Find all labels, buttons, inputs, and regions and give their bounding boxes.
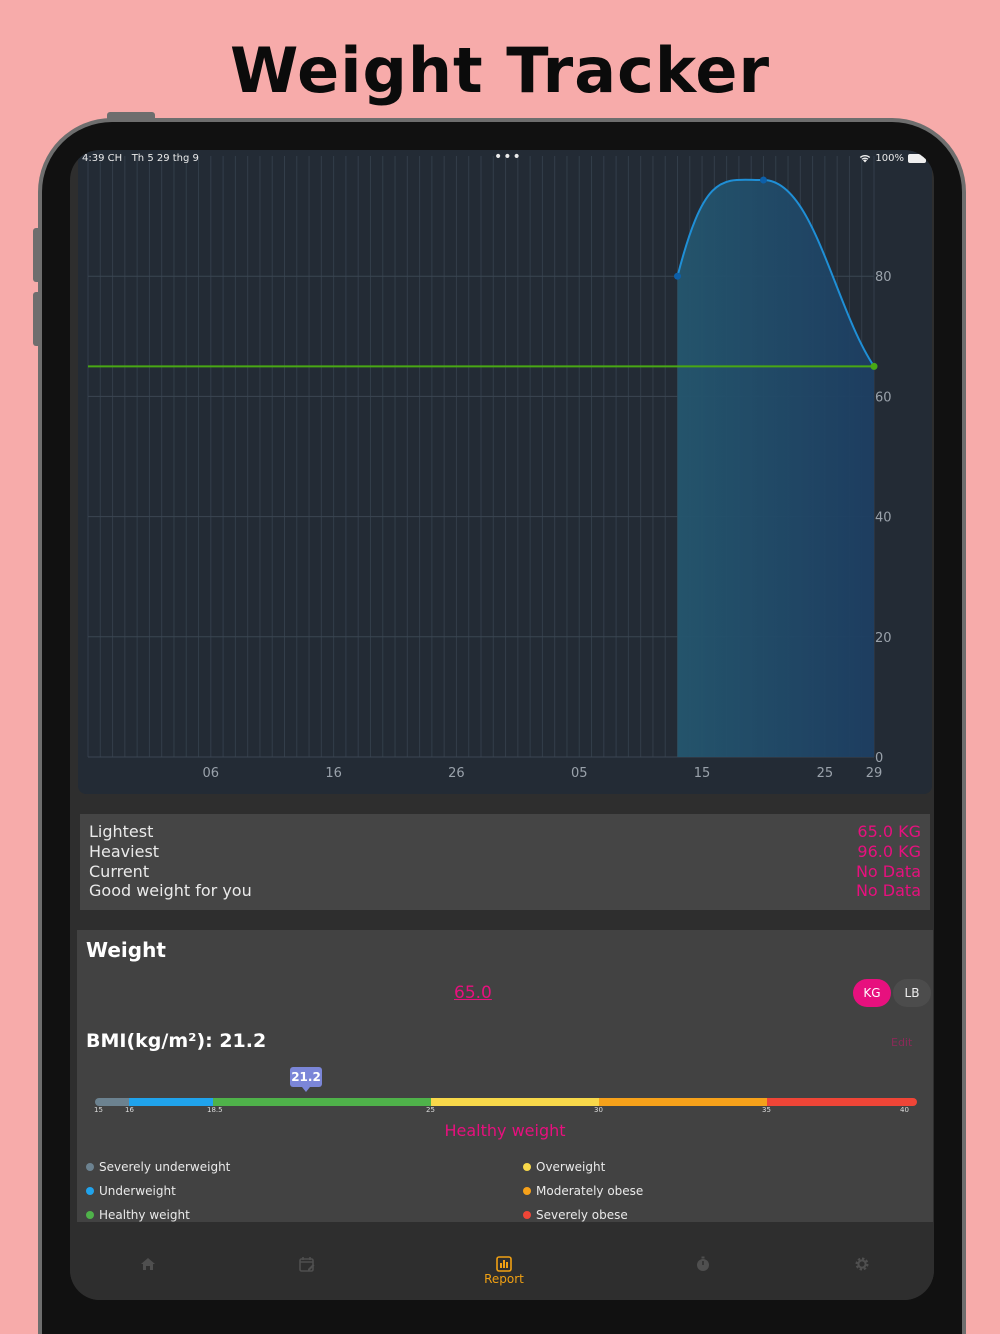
status-right: 100% [859, 153, 926, 164]
legend-label: Underweight [99, 1184, 176, 1198]
tab-timer[interactable] [673, 1256, 733, 1272]
stat-value: No Data [855, 862, 921, 881]
legend-label: Severely obese [536, 1208, 628, 1222]
legend-label: Overweight [536, 1160, 606, 1174]
series-area [677, 179, 874, 757]
stats-panel: Lightest 65.0 KG Heaviest 96.0 KG Curren… [80, 814, 930, 910]
app-screen: 4:39 CH Th 5 29 thg 9 ••• 100% 0 20 40 60 80… [70, 150, 934, 1300]
legend-dot [523, 1187, 531, 1195]
legend-label: Healthy weight [99, 1208, 190, 1222]
legend-dot [86, 1211, 94, 1219]
tab-report-label: Report [484, 1272, 524, 1286]
legend-dot [523, 1211, 531, 1219]
stat-row-lightest: Lightest 65.0 KG [89, 822, 921, 842]
battery-percent: 100% [875, 153, 904, 164]
y-tick-label: 80 [875, 270, 892, 285]
status-date: Th 5 29 thg 9 [131, 153, 199, 164]
x-tick-label: 25 [817, 766, 834, 781]
bmi-marker: 21.2 [290, 1067, 322, 1092]
bmi-segment-healthy [213, 1098, 431, 1106]
bmi-scale-bar [95, 1098, 917, 1106]
legend-label: Moderately obese [536, 1184, 644, 1198]
legend-item: Overweight [523, 1160, 605, 1174]
bmi-status: Healthy weight [444, 1121, 566, 1140]
bmi-tick: 15 [94, 1106, 103, 1114]
bmi-segment-severely-obese [767, 1098, 917, 1106]
x-tick-label: 16 [325, 766, 342, 781]
tab-report[interactable]: Report [474, 1256, 534, 1286]
stat-row-current: Current No Data [89, 862, 921, 882]
chart-canvas: 0 20 40 60 80 06 16 26 05 15 25 29 [87, 156, 892, 781]
calendar-edit-icon [299, 1257, 315, 1272]
x-tick-label: 05 [571, 766, 588, 781]
weight-value-input[interactable]: 65.0 [454, 983, 492, 1003]
data-point [674, 272, 681, 280]
legend-item: Underweight [86, 1184, 176, 1198]
y-tick-label: 0 [875, 751, 883, 766]
stat-value: No Data [855, 881, 921, 900]
bmi-segment-moderately-obese [599, 1098, 767, 1106]
status-clock: 4:39 CH [82, 153, 123, 164]
unit-lb-button[interactable]: LB [893, 979, 931, 1007]
legend-item: Moderately obese [523, 1184, 643, 1198]
goal-point [870, 362, 878, 370]
gear-icon [855, 1257, 869, 1271]
x-tick-label: 06 [203, 766, 220, 781]
battery-icon [908, 154, 926, 163]
x-tick-label: 15 [694, 766, 711, 781]
bmi-tick: 18.5 [207, 1106, 223, 1114]
headline: Weight Tracker [229, 34, 771, 107]
status-time: 4:39 CH Th 5 29 thg 9 [82, 153, 199, 164]
device-volume-up-button [33, 228, 39, 282]
stat-label: Good weight for you [89, 881, 252, 900]
bmi-tick: 25 [426, 1106, 435, 1114]
x-tick-label: 29 [866, 766, 883, 781]
tab-home[interactable] [118, 1256, 178, 1272]
y-tick-label: 60 [875, 390, 892, 405]
stat-label: Lightest [89, 822, 154, 841]
weight-card: Weight 65.0 KG LB BMI(kg/m²): 21.2 Edit … [77, 930, 933, 1222]
bmi-tick: 30 [594, 1106, 603, 1114]
stopwatch-icon [697, 1256, 709, 1271]
tab-settings[interactable] [832, 1256, 892, 1272]
x-tick-label: 26 [448, 766, 465, 781]
legend-item: Severely obese [523, 1208, 628, 1222]
device-top-button [107, 112, 155, 120]
legend-item: Severely underweight [86, 1160, 230, 1174]
legend-label: Severely underweight [99, 1160, 231, 1174]
tab-bar: Report [70, 1222, 934, 1300]
legend-dot [86, 1163, 94, 1171]
bmi-segment-overweight [431, 1098, 599, 1106]
bmi-tick: 16 [125, 1106, 134, 1114]
bar-chart-icon [496, 1256, 512, 1272]
stat-value: 65.0 KG [857, 822, 921, 841]
legend-item: Healthy weight [86, 1208, 190, 1222]
tab-calendar[interactable] [277, 1256, 337, 1272]
bmi-segment-severely-underweight [95, 1098, 129, 1106]
stat-label: Heaviest [89, 842, 160, 861]
bmi-title: BMI(kg/m²): 21.2 [86, 1030, 267, 1052]
wifi-icon [860, 154, 871, 163]
weight-chart[interactable]: 0 20 40 60 80 06 16 26 05 15 25 29 [78, 150, 932, 794]
legend-dot [523, 1163, 531, 1171]
stat-value: 96.0 KG [857, 842, 921, 861]
multitask-dots-icon[interactable]: ••• [494, 150, 522, 165]
home-icon [141, 1258, 155, 1270]
bmi-tick: 40 [900, 1106, 909, 1114]
data-point [759, 176, 767, 184]
bmi-tick: 35 [762, 1106, 771, 1114]
bmi-edit-button[interactable]: Edit [891, 1036, 913, 1049]
unit-kg-button[interactable]: KG [853, 979, 891, 1007]
legend-dot [86, 1187, 94, 1195]
stat-row-good-weight: Good weight for you No Data [89, 881, 921, 901]
bmi-segment-underweight [129, 1098, 213, 1106]
status-bar: 4:39 CH Th 5 29 thg 9 ••• 100% [70, 150, 934, 168]
weight-title: Weight [86, 938, 166, 962]
stat-row-heaviest: Heaviest 96.0 KG [89, 842, 921, 862]
y-tick-label: 20 [875, 631, 892, 646]
y-tick-label: 40 [875, 511, 892, 526]
device-volume-down-button [33, 292, 39, 346]
stat-label: Current [89, 862, 150, 881]
